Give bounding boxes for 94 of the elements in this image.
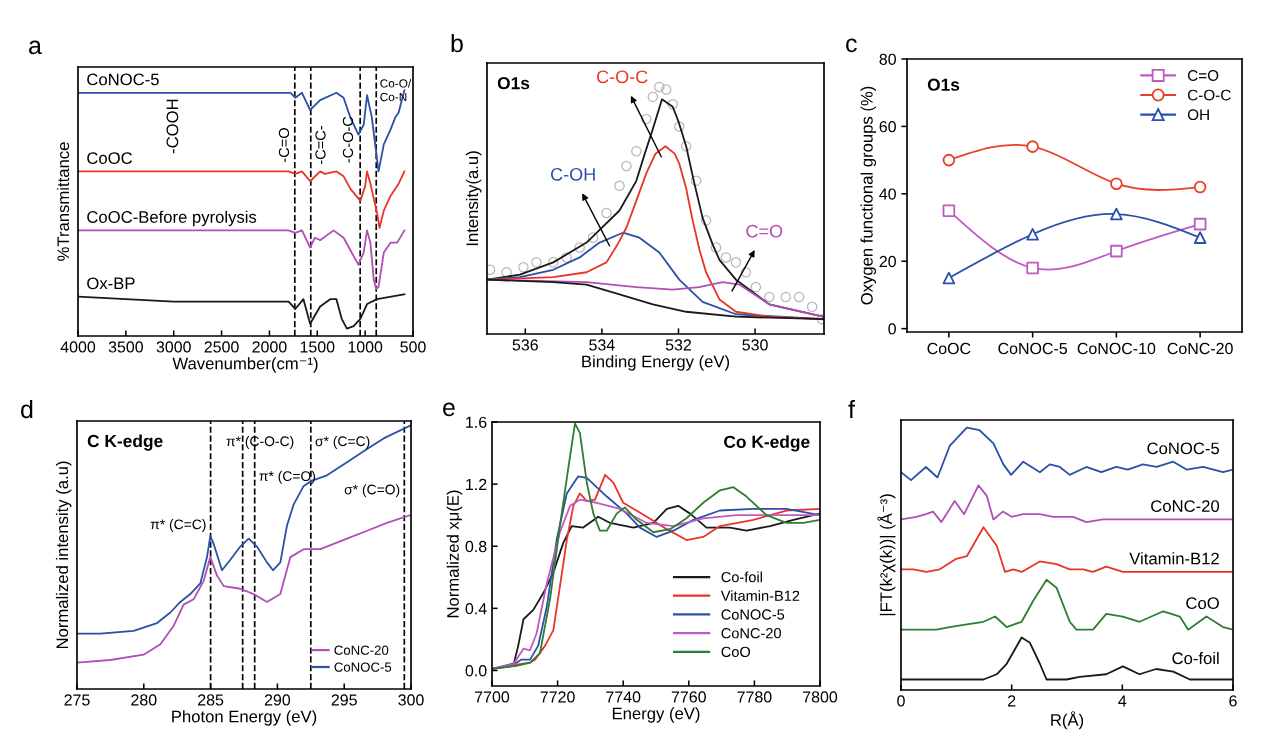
x-tick-label: 2 [1008,695,1016,707]
chart-title: d [21,399,33,419]
ref-line-label: -C=C- [315,126,326,165]
x-axis-title: Energy (eV) [612,707,700,723]
legend-label: Co-foil [721,571,762,583]
x-tick-label: 280 [131,694,157,706]
y-tick-label: 20 [879,255,896,268]
ref-line-label: π* (C-O-C) [226,435,294,449]
legend-label: CoNOC-5 [334,662,392,672]
y-tick-label: 40 [879,188,896,200]
x-axis-title: Binding Energy (eV) [582,355,730,371]
y-tick-label: 0.8 [465,540,487,553]
series-label: CoOC-Before pyrolysis [87,210,257,227]
y-axis-title: %Transmittance [56,142,70,261]
y-axis-title: |FT(k²χ(k))| (Å⁻³) [877,494,896,616]
legend-label: C=O [1187,70,1219,81]
x-tick-label: 290 [264,694,291,706]
x-tick-label: 7700 [475,691,510,703]
legend-label: Vitamin-B12 [720,590,800,601]
legend-label: CoNC-20 [721,628,781,639]
chart-title: a [29,40,42,55]
x-tick-label: CoNC-20 [1167,342,1233,355]
annotation: C K-edge [87,434,163,451]
x-tick-label: 2000 [252,341,287,353]
x-tick-label: 530 [742,339,768,351]
chart-title: e [443,402,455,417]
y-axis-title: Intensity(a.u) [465,151,482,246]
x-tick-label: 1000 [348,341,383,353]
series-label: CoNOC-5 [1147,442,1220,455]
x-tick-label: 0 [897,695,905,707]
series-label: Vitamin-B12 [1129,552,1219,565]
x-tick-label: 3500 [108,341,143,353]
x-tick-label: CoNOC-5 [998,342,1068,355]
x-tick-label: CoNOC-10 [1077,342,1156,355]
x-tick-label: 500 [400,341,426,353]
x-tick-label: 6 [1229,695,1237,707]
ref-line-label: σ* (C=O) [344,484,400,498]
x-tick-label: 7740 [606,691,641,703]
ref-line-label: σ* (C=C) [315,435,370,449]
text: C-OH [551,167,595,181]
x-axis-title: R(Å) [1051,711,1084,730]
x-axis-title: Wavenumber(cm⁻¹) [172,357,318,373]
x-tick-label: CoOC [927,342,971,355]
chart-title: b [451,33,463,53]
series-label: Co-foil [1172,651,1219,665]
annotation: O1s [497,77,530,90]
x-tick-label: 2500 [204,341,239,353]
y-tick-label: 0.0 [465,665,487,677]
x-tick-label: 7760 [671,691,706,703]
ref-line-label: -C=O [278,128,290,162]
x-tick-label: 534 [589,339,615,351]
x-tick-label: 536 [512,339,538,351]
y-tick-label: 80 [879,53,896,65]
chart-title: c [846,38,857,53]
series-label: CoNOC-5 [87,73,159,86]
ref-line-label: -C-O-C [342,116,354,163]
legend-label: CoNC-20 [334,645,389,655]
y-tick-label: 1.6 [466,416,487,428]
y-tick-label: 1.2 [466,478,487,490]
x-tick-label: 532 [665,339,691,351]
series-label: CoNC-20 [1151,500,1220,512]
y-tick-label: 60 [879,121,896,133]
y-axis-title: Normalized xμ(E) [446,490,463,618]
text: C=O [746,224,783,238]
series-label: Ox-BP [87,277,135,290]
ref-line-label: π* (C=C) [150,519,206,532]
y-axis-title: Normalized intensity (a.u) [55,461,72,649]
series-label: CoO [1186,597,1219,610]
ref-line-label: π* (C=O) [259,470,316,484]
x-tick-label: 300 [398,694,424,706]
y-tick-label: 0 [888,323,896,335]
x-tick-label: 4 [1118,695,1127,707]
x-tick-label: 7780 [737,691,772,703]
legend-label: CoNOC-5 [721,609,785,620]
x-tick-label: 4000 [60,341,96,353]
x-tick-label: 295 [331,694,357,706]
legend-label: C-O-C [1187,89,1231,101]
x-tick-label: 7720 [540,691,575,703]
x-axis-title: Photon Energy (eV) [172,710,317,726]
legend-label: CoO [721,646,751,658]
annotation: Co K-edge [724,435,810,452]
series-label: CoOC [87,152,133,164]
annotation: -COOH [166,99,179,154]
x-tick-label: 1500 [300,341,335,353]
x-tick-label: 3000 [156,341,191,353]
annotation: O1s [927,78,960,91]
x-tick-label: 285 [198,694,224,706]
text: C-O-C [597,70,648,84]
x-tick-label: 275 [64,694,90,706]
y-axis-title: Oxygen functional groups (%) [860,86,877,305]
chart-title: f [848,399,855,418]
x-tick-label: 7800 [803,691,838,703]
legend-label: OH [1187,109,1209,121]
y-tick-label: 0.4 [465,602,487,615]
